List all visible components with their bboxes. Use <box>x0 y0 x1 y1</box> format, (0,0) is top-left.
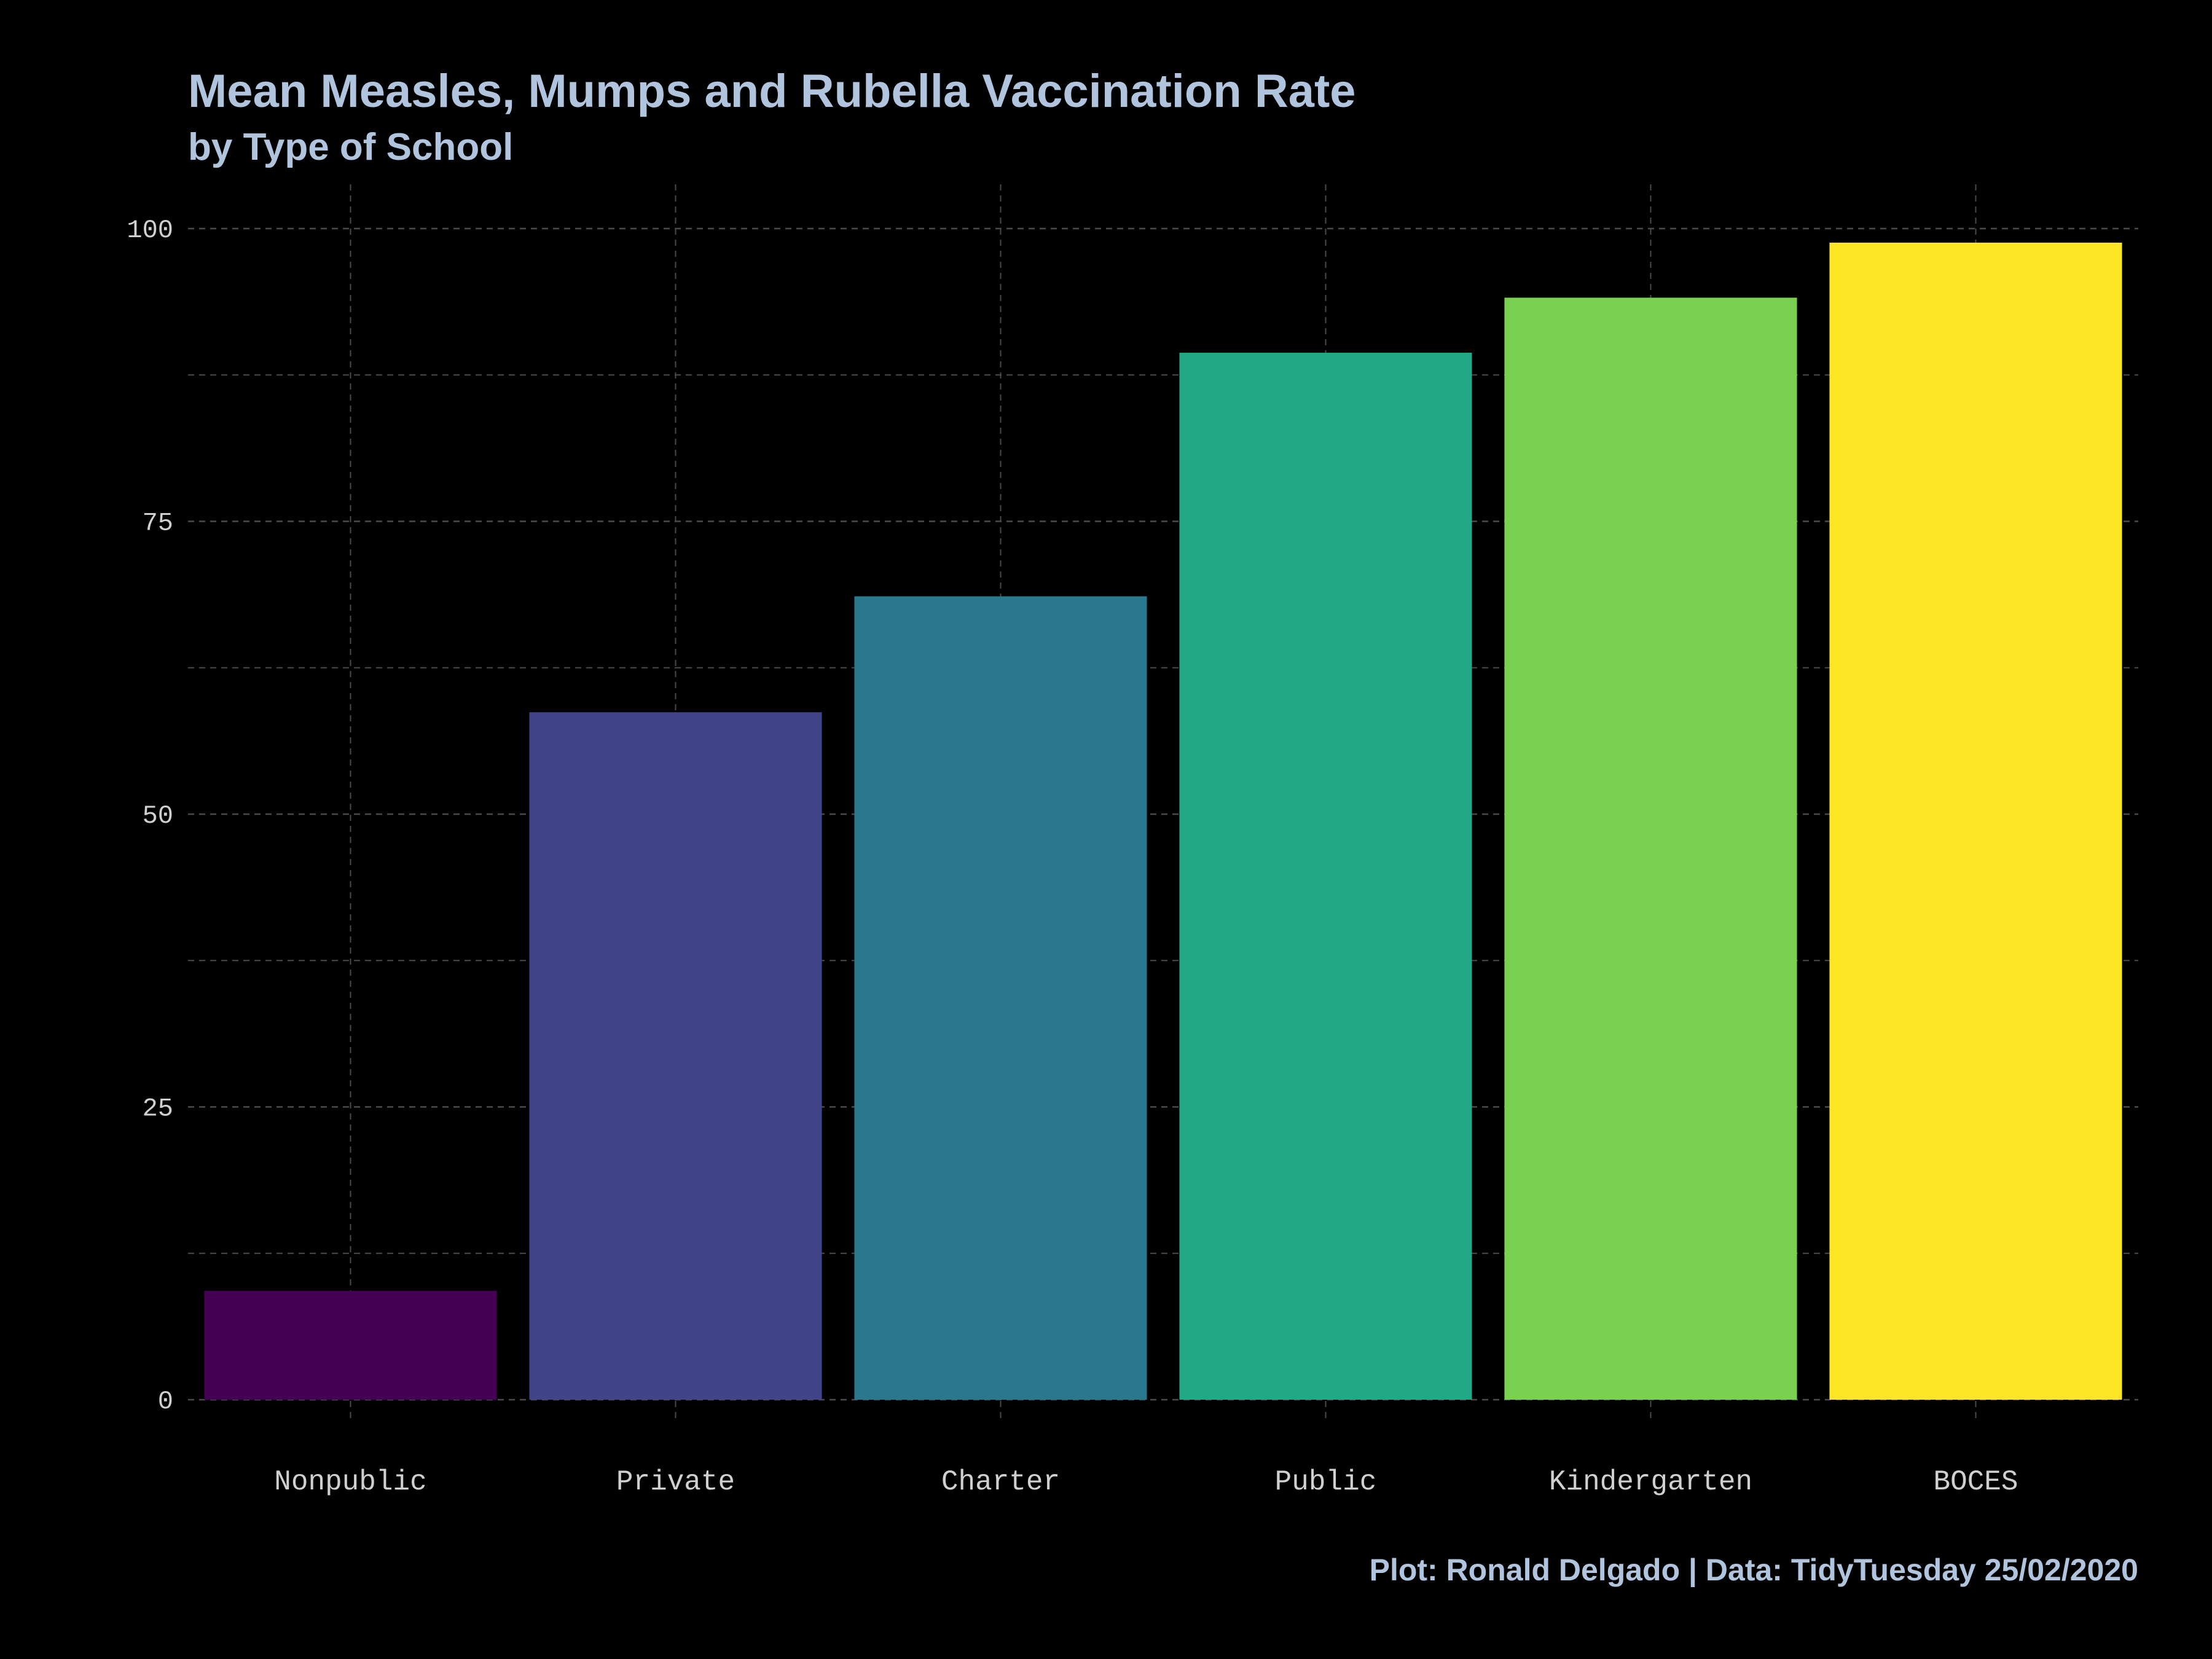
y-tick-label: 100 <box>127 216 173 245</box>
y-axis-ticks: 0 25 50 75 100 <box>127 216 173 1416</box>
x-tick-label: Charter <box>941 1466 1060 1498</box>
bar-public <box>1179 353 1472 1400</box>
grid-lines <box>188 184 2138 1418</box>
y-tick-label: 75 <box>143 509 173 538</box>
x-axis-ticks: Nonpublic Private Charter Public Kindergarte… <box>274 1466 2018 1498</box>
y-tick-label: 50 <box>143 801 173 831</box>
y-tick-label: 25 <box>143 1094 173 1124</box>
x-tick-label: Nonpublic <box>274 1466 426 1498</box>
chart-caption: Plot: Ronald Delgado | Data: TidyTuesday… <box>1370 1553 2138 1588</box>
x-tick-label: BOCES <box>1933 1466 2018 1498</box>
x-tick-label: Private <box>616 1466 735 1498</box>
chart-subtitle: by Type of School <box>188 126 513 168</box>
bar-boces <box>1829 242 2122 1400</box>
bar-private <box>529 712 822 1400</box>
bar-charter <box>854 596 1147 1400</box>
x-tick-label: Public <box>1275 1466 1377 1498</box>
x-tick-label: Kindergarten <box>1549 1466 1752 1498</box>
chart-title: Mean Measles, Mumps and Rubella Vaccinat… <box>188 65 1356 117</box>
y-tick-label: 0 <box>158 1387 173 1416</box>
bar-nonpublic <box>204 1290 497 1400</box>
bars <box>204 242 2122 1400</box>
bar-kindergarten <box>1504 297 1797 1400</box>
